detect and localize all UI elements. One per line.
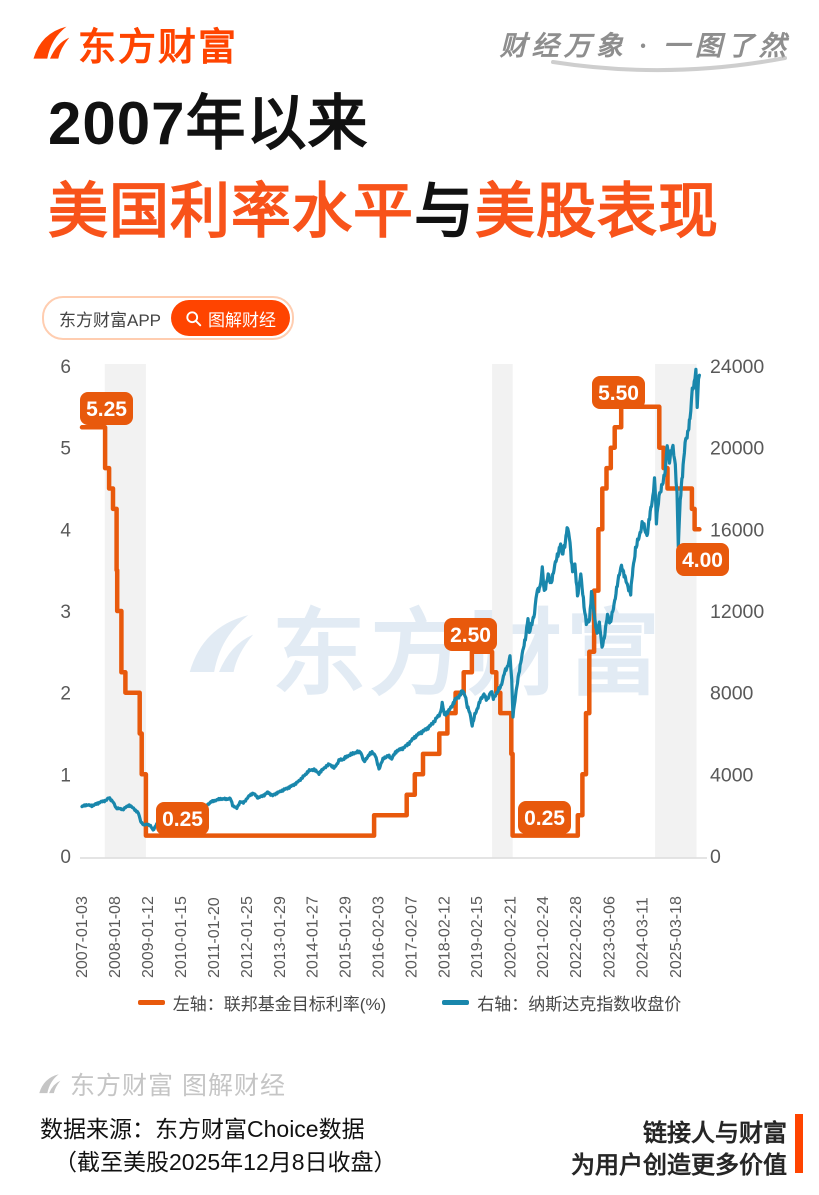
right-axis-tick: 8000	[710, 683, 754, 705]
right-axis-labels: 24000 20000 16000 12000 8000 4000 0	[710, 356, 764, 868]
footer-slogan-line2: 为用户创造更多价值	[571, 1152, 787, 1179]
chart-watermark: 东方财富	[180, 578, 664, 714]
data-label-box	[592, 376, 645, 409]
x-axis-tick: 2011-01-20	[206, 897, 223, 978]
x-axis-labels: 2007-01-03 2008-01-08 2009-01-12 2010-01-15…	[74, 896, 685, 978]
legend-swatch	[442, 1000, 470, 1005]
x-axis-tick: 2012-01-25	[239, 896, 256, 978]
x-axis-tick: 2015-01-29	[337, 896, 354, 978]
x-axis-tick: 2008-01-08	[107, 896, 124, 978]
right-axis-tick: 24000	[710, 356, 764, 378]
data-source-line1: 数据来源：东方财富Choice数据	[40, 1116, 365, 1142]
shaded-band	[104, 364, 146, 858]
footer-accent-bar	[795, 1114, 803, 1173]
legend-label: 右轴：纳斯达克指数收盘价	[477, 995, 682, 1014]
tujie-caijing-label: 图解财经	[208, 310, 277, 330]
x-axis-tick: 2025-03-18	[668, 896, 685, 978]
header-slogan: 财经万象 · 一图了然	[499, 31, 791, 61]
footer-watermark: 东方财富 图解财经	[36, 1066, 286, 1102]
left-axis-tick: 2	[60, 684, 71, 705]
data-label-text: 4.00	[682, 549, 723, 572]
right-axis-tick: 12000	[710, 601, 764, 623]
x-axis-tick: 2023-03-06	[601, 896, 618, 978]
logo-text: 东方财富	[78, 27, 239, 69]
x-axis-tick: 2014-01-27	[305, 896, 322, 978]
x-axis-tick: 2019-02-15	[469, 896, 486, 978]
x-axis-tick: 2009-01-12	[140, 896, 157, 978]
eastmoney-footer-icon	[39, 1073, 61, 1093]
app-badge-label: 东方财富APP	[59, 310, 162, 330]
right-axis-tick: 4000	[710, 764, 754, 786]
x-axis-tick: 2020-02-21	[502, 896, 519, 978]
chart-watermark-text: 东方财富	[272, 601, 665, 706]
title-part-orange1: 美国利率水平	[48, 178, 414, 245]
x-axis-tick: 2016-02-03	[370, 896, 387, 978]
data-label-text: 0.25	[524, 807, 565, 830]
data-label-text: 5.50	[598, 382, 639, 405]
footer-slogan-line1: 链接人与财富	[643, 1120, 787, 1147]
header-logo: 东方财富	[28, 16, 238, 71]
data-label-box	[80, 392, 133, 425]
x-axis-tick: 2007-01-03	[74, 896, 91, 978]
right-axis-tick: 16000	[710, 519, 764, 541]
data-label-text: 5.25	[86, 398, 127, 421]
legend-label: 左轴：联邦基金目标利率(%)	[172, 995, 387, 1014]
title-part-orange2: 美股表现	[475, 178, 719, 245]
x-axis-tick: 2013-01-29	[272, 896, 289, 978]
left-axis-tick: 3	[60, 602, 71, 623]
app-badge: 东方财富APP 图解财经	[42, 296, 295, 340]
eastmoney-logo-icon	[33, 26, 70, 59]
right-axis-tick: 0	[710, 846, 721, 868]
data-label-box	[156, 802, 209, 835]
x-axis-tick: 2024-03-11	[635, 897, 652, 978]
title-part-black: 与	[414, 178, 475, 245]
tujie-caijing-pill: 图解财经	[171, 300, 291, 336]
left-axis-tick: 4	[60, 520, 71, 541]
x-axis-tick: 2022-02-28	[568, 896, 585, 978]
data-label-box	[676, 543, 729, 576]
data-source-line2: （截至美股2025年12月8日收盘）	[54, 1149, 397, 1175]
search-icon	[186, 310, 202, 326]
x-axis-tick: 2021-02-24	[535, 896, 552, 978]
footer-watermark-text: 东方财富 图解财经	[70, 1072, 286, 1100]
left-axis-tick: 6	[60, 357, 71, 378]
eastmoney-watermark-icon	[189, 615, 254, 672]
calligraphy-underline	[551, 56, 787, 73]
data-label-text: 0.25	[162, 808, 203, 831]
x-axis-tick: 2010-01-15	[173, 896, 190, 978]
page-title-line1: 2007年以来	[48, 90, 369, 157]
x-axis-tick: 2018-02-12	[436, 896, 453, 978]
x-axis-tick: 2017-02-07	[403, 896, 420, 978]
page-title-line2: 美国利率水平与美股表现	[48, 180, 719, 243]
left-axis-tick: 1	[60, 765, 71, 786]
left-axis-tick: 0	[60, 847, 71, 868]
legend-swatch	[137, 1000, 165, 1005]
legend-item: 右轴：纳斯达克指数收盘价	[442, 990, 681, 1015]
left-axis-tick: 5	[60, 439, 71, 460]
left-axis-labels: 6 5 4 3 2 1 0	[60, 357, 71, 868]
data-label-box	[518, 801, 571, 834]
legend-item: 左轴：联邦基金目标利率(%)	[137, 990, 387, 1015]
right-axis-tick: 20000	[710, 438, 764, 460]
chart-legend: 左轴：联邦基金目标利率(%) 右轴：纳斯达克指数收盘价	[0, 990, 819, 1015]
